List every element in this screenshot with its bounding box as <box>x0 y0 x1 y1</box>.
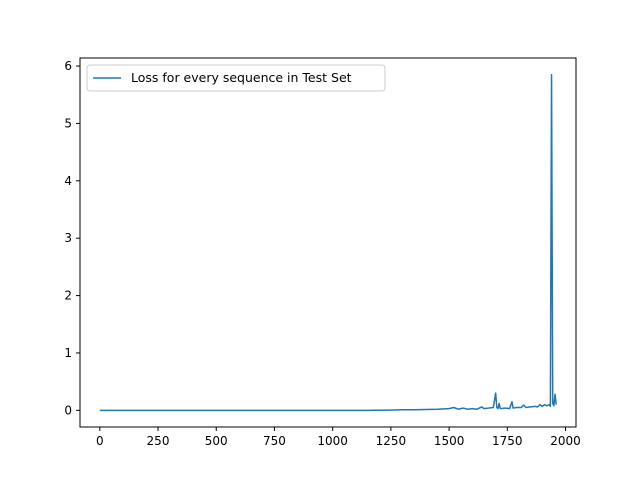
y-tick-label: 2 <box>64 289 72 303</box>
legend-label: Loss for every sequence in Test Set <box>131 70 352 85</box>
y-tick-label: 1 <box>64 346 72 360</box>
series-line-0 <box>99 73 557 412</box>
x-tick-label: 250 <box>147 434 170 448</box>
y-tick-label: 0 <box>64 403 72 417</box>
y-tick-label: 5 <box>64 116 72 130</box>
x-tick-label: 1000 <box>317 434 348 448</box>
legend-box <box>86 64 386 92</box>
x-tick-label: 500 <box>205 434 228 448</box>
axes-frame <box>79 57 577 428</box>
x-tick-label: 0 <box>96 434 104 448</box>
x-tick-label: 2000 <box>550 434 581 448</box>
x-axis-ticks: 0 250 500 750 1000 1250 1500 1750 2000 <box>96 427 581 448</box>
legend: Loss for every sequence in Test Set <box>86 64 386 92</box>
x-tick-label: 1750 <box>492 434 523 448</box>
y-tick-label: 4 <box>64 174 72 188</box>
y-tick-label: 6 <box>64 59 72 73</box>
x-tick-label: 1500 <box>434 434 465 448</box>
x-tick-label: 1250 <box>376 434 407 448</box>
y-axis-ticks: 0 1 2 3 4 5 6 <box>64 59 80 417</box>
x-tick-label: 750 <box>263 434 286 448</box>
plot-lines <box>99 73 557 412</box>
y-tick-label: 3 <box>64 231 72 245</box>
